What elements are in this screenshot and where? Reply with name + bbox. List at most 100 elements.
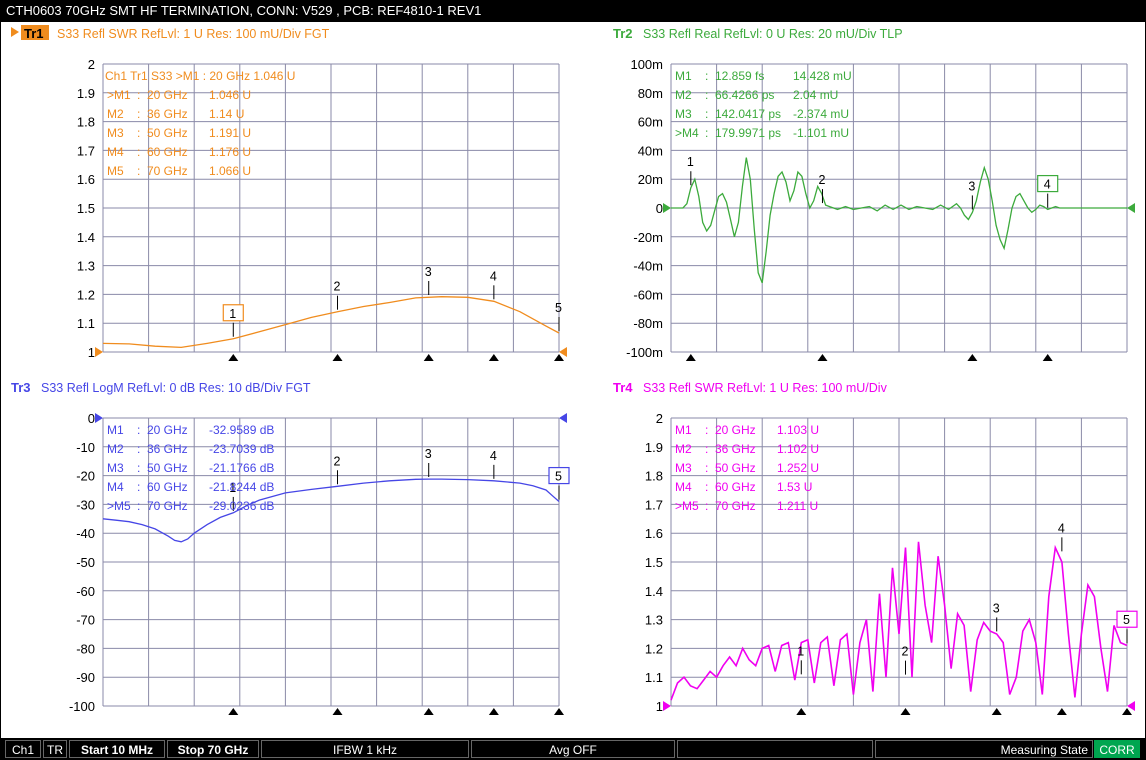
marker-position-triangle-icon bbox=[332, 708, 343, 715]
marker-2[interactable]: 2 bbox=[332, 280, 343, 361]
marker-label: 2 bbox=[818, 173, 825, 187]
readout-y-value: -2.374 mU bbox=[793, 107, 849, 121]
marker-3[interactable]: 3 bbox=[423, 447, 434, 715]
readout-y-value: 1.14 U bbox=[209, 107, 244, 121]
readout-row: >M5:70 GHz -29.0236 dB bbox=[107, 499, 274, 513]
stop-frequency[interactable]: Stop 70 GHz bbox=[167, 740, 259, 758]
ifbw-setting[interactable]: IFBW 1 kHz bbox=[261, 740, 469, 758]
marker-5[interactable]: 5 bbox=[554, 301, 564, 361]
readout-row: M3:142.0417 ps -2.374 mU bbox=[675, 107, 849, 121]
y-tick-label: 1.6 bbox=[645, 526, 663, 541]
readout-x-value: 20 GHz bbox=[715, 423, 756, 437]
marker-label: 1 bbox=[797, 644, 804, 658]
marker-5[interactable]: 5 bbox=[548, 466, 570, 715]
marker-label: 4 bbox=[490, 269, 497, 283]
readout-separator: : bbox=[137, 499, 140, 513]
y-tick-label: 0 bbox=[656, 201, 663, 216]
readout-row: >M1:20 GHz 1.046 U bbox=[107, 88, 251, 102]
readout-row: M3:50 GHz 1.191 U bbox=[107, 126, 251, 140]
marker-position-triangle-icon bbox=[796, 708, 807, 715]
y-tick-label: -70 bbox=[76, 613, 95, 628]
marker-label: 4 bbox=[1058, 521, 1065, 535]
marker-2[interactable]: 2 bbox=[900, 645, 911, 715]
corr-indicator[interactable]: CORR bbox=[1094, 740, 1140, 758]
status-field-empty bbox=[677, 740, 873, 758]
readout-y-value: 1.211 U bbox=[777, 499, 818, 513]
marker-position-triangle-icon bbox=[423, 708, 434, 715]
readout-marker-name: M1 bbox=[107, 423, 124, 437]
readout-x-value: 36 GHz bbox=[715, 442, 756, 456]
y-tick-label: 40m bbox=[638, 143, 663, 158]
y-tick-label: 100m bbox=[630, 57, 663, 72]
readout-row: M4:60 GHz 1.176 U bbox=[107, 145, 251, 159]
marker-3[interactable]: 3 bbox=[423, 265, 434, 361]
chart-tr1: Tr1 S33 Refl SWR RefLvl: 1 U Res: 100 mU/… bbox=[11, 25, 567, 361]
marker-1[interactable]: 1 bbox=[222, 304, 244, 361]
marker-5[interactable]: 5 bbox=[1116, 610, 1138, 715]
marker-position-triangle-icon bbox=[685, 354, 696, 361]
y-tick-label: 20m bbox=[638, 172, 663, 187]
marker-label: 2 bbox=[902, 645, 909, 659]
marker-label: 3 bbox=[968, 179, 975, 193]
readout-y-value: 1.046 U bbox=[209, 88, 251, 102]
y-tick-label: 1.8 bbox=[77, 115, 95, 130]
readout-separator: : bbox=[705, 461, 708, 475]
marker-4[interactable]: 4 bbox=[1056, 521, 1067, 715]
y-tick-label: 1.6 bbox=[77, 172, 95, 187]
trace-header-tr2: S33 Refl Real RefLvl: 0 U Res: 20 mU/Div… bbox=[643, 27, 903, 41]
averaging-setting[interactable]: Avg OFF bbox=[471, 740, 675, 758]
marker-1[interactable]: 1 bbox=[685, 155, 696, 361]
readout-separator: : bbox=[137, 164, 140, 178]
y-tick-label: 1.3 bbox=[77, 259, 95, 274]
marker-label: 2 bbox=[334, 280, 341, 294]
chart-tr2: Tr2 S33 Refl Real RefLvl: 0 U Res: 20 mU/… bbox=[613, 26, 1135, 361]
readout-marker-name: M3 bbox=[675, 107, 692, 121]
readout-x-value: 70 GHz bbox=[715, 499, 756, 513]
marker-1[interactable]: 1 bbox=[228, 481, 239, 715]
marker-readout-tr1: Ch1 Tr1 S33 >M1 : 20 GHz 1.046 U>M1:20 G… bbox=[105, 69, 295, 178]
readout-x-value: 60 GHz bbox=[715, 480, 756, 494]
trace-line-tr2[interactable] bbox=[671, 157, 1127, 284]
readout-y-value: -21.8244 dB bbox=[209, 480, 274, 494]
active-trace-tag[interactable] bbox=[21, 25, 49, 40]
readout-marker-name: >M1 bbox=[107, 88, 131, 102]
readout-x-value: 142.0417 ps bbox=[715, 107, 781, 121]
marker-label: 3 bbox=[425, 447, 432, 461]
diagram-area: Tr1 S33 Refl SWR RefLvl: 1 U Res: 100 mU/… bbox=[0, 22, 1146, 738]
marker-3[interactable]: 3 bbox=[991, 601, 1002, 715]
marker-3[interactable]: 3 bbox=[967, 179, 978, 361]
marker-1[interactable]: 1 bbox=[796, 644, 807, 715]
trace-line-tr1[interactable] bbox=[102, 296, 560, 349]
y-tick-label: 1.1 bbox=[77, 316, 95, 331]
readout-marker-name: M5 bbox=[107, 164, 124, 178]
readout-marker-name: M2 bbox=[675, 442, 692, 456]
marker-label: 4 bbox=[490, 449, 497, 463]
readout-y-value: 1.53 U bbox=[777, 480, 812, 494]
y-tick-label: 1.1 bbox=[645, 670, 663, 685]
marker-2[interactable]: 2 bbox=[332, 454, 343, 715]
y-tick-label: 1.3 bbox=[645, 613, 663, 628]
marker-4[interactable]: 4 bbox=[488, 449, 499, 715]
start-frequency[interactable]: Start 10 MHz bbox=[69, 740, 165, 758]
readout-separator: : bbox=[137, 461, 140, 475]
marker-4[interactable]: 4 bbox=[1037, 174, 1059, 361]
grid-tr4 bbox=[670, 417, 1128, 707]
trace-line-tr3[interactable] bbox=[102, 478, 560, 543]
readout-y-value: -32.9589 dB bbox=[209, 423, 274, 437]
marker-position-triangle-icon bbox=[967, 354, 978, 361]
readout-x-value: 70 GHz bbox=[147, 499, 188, 513]
marker-label: 5 bbox=[555, 301, 562, 315]
marker-2[interactable]: 2 bbox=[817, 173, 828, 361]
y-tick-label: -60 bbox=[76, 584, 95, 599]
readout-separator: : bbox=[705, 69, 708, 83]
tr-indicator[interactable]: TR bbox=[43, 740, 67, 758]
marker-4[interactable]: 4 bbox=[488, 269, 499, 361]
trace-line-tr4[interactable] bbox=[670, 541, 1128, 701]
readout-marker-name: M3 bbox=[107, 126, 124, 140]
y-tick-label: -50 bbox=[76, 555, 95, 570]
readout-y-value: -1.101 mU bbox=[793, 126, 849, 140]
marker-label: 3 bbox=[993, 601, 1000, 615]
channel-indicator[interactable]: Ch1 bbox=[5, 740, 41, 758]
readout-y-value: 1.102 U bbox=[777, 442, 819, 456]
